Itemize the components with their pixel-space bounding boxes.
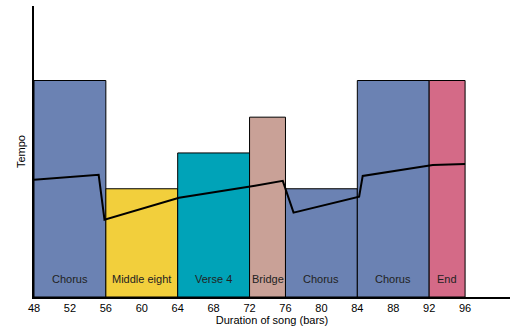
svg-text:Tempo: Tempo	[15, 135, 27, 168]
svg-text:Duration of song (bars): Duration of song (bars)	[216, 314, 329, 326]
svg-text:Verse 4: Verse 4	[195, 273, 232, 285]
svg-text:64: 64	[172, 302, 184, 314]
svg-text:84: 84	[351, 302, 363, 314]
svg-text:Bridge: Bridge	[252, 273, 284, 285]
svg-text:68: 68	[207, 302, 219, 314]
svg-text:96: 96	[459, 302, 471, 314]
svg-text:Chorus: Chorus	[375, 273, 411, 285]
svg-text:88: 88	[387, 302, 399, 314]
svg-text:Chorus: Chorus	[52, 273, 88, 285]
svg-text:76: 76	[279, 302, 291, 314]
svg-text:Chorus: Chorus	[303, 273, 339, 285]
svg-text:48: 48	[28, 302, 40, 314]
svg-text:End: End	[437, 273, 457, 285]
svg-text:Middle eight: Middle eight	[112, 273, 171, 285]
svg-text:60: 60	[136, 302, 148, 314]
svg-text:92: 92	[423, 302, 435, 314]
svg-text:56: 56	[100, 302, 112, 314]
svg-text:72: 72	[243, 302, 255, 314]
svg-text:52: 52	[64, 302, 76, 314]
svg-text:80: 80	[315, 302, 327, 314]
